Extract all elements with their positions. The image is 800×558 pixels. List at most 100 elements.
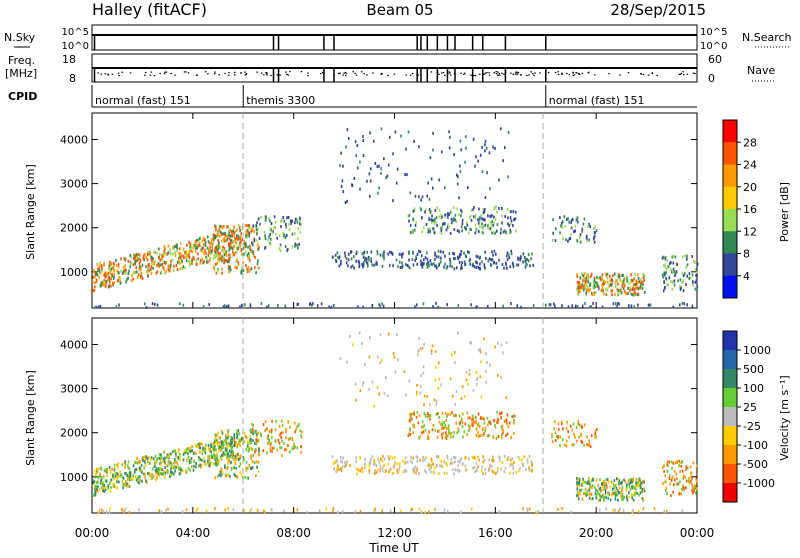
data-cell — [447, 412, 449, 416]
data-cell — [482, 226, 484, 230]
data-cell — [230, 436, 233, 440]
data-cell — [364, 256, 367, 260]
nave-dot — [501, 72, 503, 74]
data-cell — [457, 255, 459, 259]
data-cell — [332, 255, 334, 259]
data-cell — [632, 498, 635, 502]
data-cell — [563, 215, 566, 219]
data-cell — [132, 477, 134, 481]
data-cell — [233, 444, 235, 448]
data-cell — [552, 302, 555, 306]
data-cell — [507, 425, 510, 429]
nave-dot — [163, 73, 166, 75]
data-cell — [441, 421, 444, 425]
data-cell — [160, 460, 162, 464]
data-cell — [427, 464, 430, 468]
data-cell — [274, 439, 277, 443]
data-cell — [214, 457, 216, 461]
data-cell — [380, 171, 382, 175]
data-cell — [681, 509, 684, 513]
data-cell — [441, 411, 444, 415]
data-cell — [671, 255, 674, 259]
data-cell — [580, 432, 582, 436]
data-cell — [373, 263, 375, 267]
data-cell — [106, 474, 108, 478]
data-cell — [278, 247, 281, 251]
data-cell — [397, 470, 399, 474]
data-cell — [560, 224, 562, 228]
data-cell — [254, 450, 256, 454]
cpid-row: CPID normal (fast) 151 themis 3300 normal … — [8, 85, 697, 108]
data-cell — [588, 289, 590, 293]
data-cell — [429, 156, 432, 160]
data-cell — [224, 239, 227, 243]
data-cell — [595, 494, 598, 498]
data-cell — [582, 279, 584, 283]
data-cell — [223, 247, 226, 251]
data-cell — [318, 509, 321, 513]
data-cell — [444, 425, 447, 429]
data-cell — [532, 304, 535, 308]
data-cell — [300, 450, 302, 454]
data-cell — [506, 258, 509, 262]
data-cell — [220, 224, 222, 228]
data-cell — [477, 265, 479, 269]
data-cell — [97, 476, 100, 480]
data-cell — [148, 472, 151, 476]
data-cell — [488, 151, 491, 155]
data-cell — [208, 250, 210, 254]
data-cell — [227, 441, 229, 445]
data-cell — [287, 438, 290, 442]
data-cell — [185, 255, 187, 259]
data-cell — [340, 262, 342, 266]
nave-dot — [442, 71, 445, 74]
data-cell — [287, 215, 290, 219]
data-cell — [233, 253, 235, 257]
nave-dot — [342, 74, 344, 76]
data-cell — [488, 420, 491, 424]
data-cell — [335, 470, 338, 474]
data-cell — [281, 431, 284, 435]
nave-dot — [488, 74, 491, 76]
data-cell — [480, 395, 483, 399]
data-cell — [666, 283, 668, 287]
data-cell — [124, 257, 127, 261]
nave-dot — [165, 71, 168, 73]
data-cell — [484, 467, 486, 471]
data-cell — [600, 288, 603, 292]
data-cell — [571, 443, 573, 447]
data-cell — [557, 435, 560, 439]
data-cell — [461, 222, 464, 226]
data-cell — [429, 259, 432, 263]
data-cell — [682, 289, 685, 293]
data-cell — [134, 271, 136, 275]
data-cell — [221, 431, 224, 435]
data-cell — [461, 385, 464, 389]
data-cell — [478, 217, 481, 221]
data-cell — [618, 491, 621, 495]
data-cell — [284, 304, 287, 308]
data-cell — [222, 305, 225, 309]
cpid-label: CPID — [8, 90, 37, 103]
data-cell — [201, 249, 203, 253]
data-cell — [242, 476, 244, 480]
data-cell — [638, 479, 640, 483]
data-cell — [451, 394, 454, 398]
data-cell — [279, 433, 281, 437]
data-cell — [400, 134, 402, 138]
data-cell — [154, 478, 157, 482]
data-cell — [438, 415, 440, 419]
data-cell — [145, 264, 147, 268]
data-cell — [432, 462, 435, 466]
data-cell — [143, 466, 145, 470]
data-cell — [501, 424, 504, 428]
data-cell — [587, 286, 589, 290]
data-cell — [467, 429, 470, 433]
data-cell — [593, 485, 596, 489]
data-cell — [111, 467, 113, 471]
data-cell — [434, 217, 436, 221]
data-cell — [240, 240, 242, 244]
nave-dot — [498, 72, 501, 75]
data-cell — [285, 427, 287, 431]
